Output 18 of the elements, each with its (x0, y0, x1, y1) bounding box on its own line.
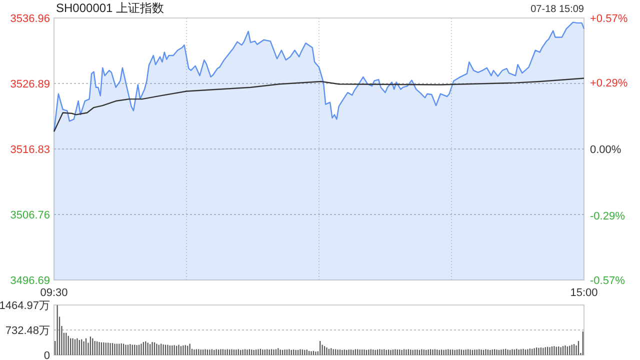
y-tick-label: 0 (44, 350, 50, 360)
y-tick-label: 3536.96 (10, 13, 50, 25)
y-tick-label: 3496.69 (10, 275, 50, 287)
x-tick-label: 15:00 (570, 287, 598, 299)
chart-title: SH000001 上证指数 (56, 1, 164, 15)
y-tick-label: 3506.76 (10, 209, 50, 222)
text: 07-18 15:09 (530, 4, 584, 15)
y2-tick-label: -0.57% (590, 275, 626, 287)
y-tick-label: 3516.83 (10, 144, 50, 156)
y2-tick-label: +0.29% (590, 77, 628, 90)
y2-tick-label: +0.57% (590, 13, 628, 25)
y-tick-label: 732.48万 (5, 325, 50, 337)
y2-tick-label: -0.29% (590, 210, 626, 223)
line-series (53, 78, 585, 132)
x-tick-label: 09:30 (40, 287, 68, 299)
y-tick-label: 1464.97万 (0, 300, 50, 312)
y-tick-label: 3526.89 (10, 78, 50, 91)
y2-tick-label: 0.00% (590, 144, 622, 156)
